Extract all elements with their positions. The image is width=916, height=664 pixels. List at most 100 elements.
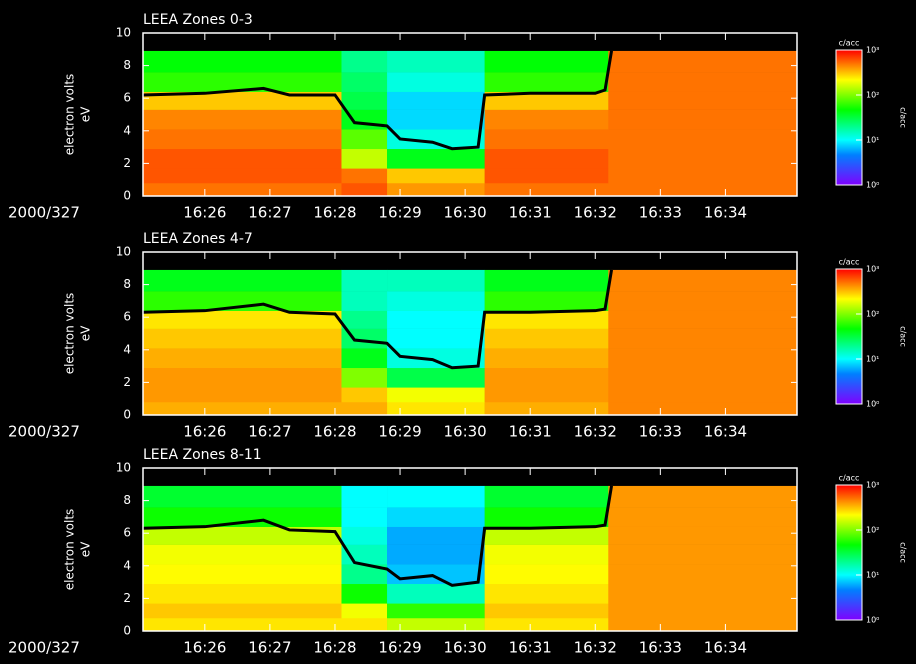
heatmap-cell [387, 617, 485, 632]
heatmap-cell [341, 507, 388, 527]
x-tick-label: 16:26 [183, 204, 226, 222]
x-tick-label: 16:34 [704, 639, 747, 657]
heatmap-cell [341, 603, 388, 619]
energy-line [142, 269, 614, 370]
y-tick-label: 6 [123, 91, 131, 105]
heatmap-cell [484, 91, 609, 110]
plot-frame [142, 251, 798, 416]
x-tick-label: 16:33 [639, 423, 682, 441]
heatmap-cell [143, 544, 342, 565]
heatmap-cell [143, 269, 342, 292]
heatmap-cell [341, 485, 388, 508]
heatmap-cell [341, 367, 388, 388]
heatmap-cell [608, 485, 798, 508]
date-label: 2000/327 [8, 423, 80, 441]
heatmap-cell [341, 310, 388, 329]
x-tick-label: 16:32 [574, 204, 617, 222]
heatmap-cell [608, 617, 798, 632]
x-tick-label: 16:27 [248, 204, 291, 222]
colorbar-tick-label: 10² [866, 310, 879, 319]
y-axis-unit: eV [79, 541, 93, 557]
heatmap-cell [341, 129, 388, 150]
heatmap-cell [387, 544, 485, 565]
heatmap-cell [484, 526, 609, 545]
heatmap-cell [608, 526, 798, 545]
heatmap-cell [143, 401, 342, 416]
y-tick-label: 6 [123, 526, 131, 540]
heatmap-cell [143, 617, 342, 632]
heatmap-cell [484, 583, 609, 604]
heatmap-cell [143, 129, 342, 150]
heatmap-cell [484, 129, 609, 150]
heatmap-cell [341, 91, 388, 110]
heatmap-cell [341, 387, 388, 403]
colorbar-tick-label: 10³ [866, 46, 879, 55]
y-tick-label: 2 [123, 591, 131, 605]
heatmap-cell [143, 367, 342, 388]
date-label: 2000/327 [8, 204, 80, 222]
heatmap-cell [387, 367, 485, 388]
x-tick-label: 16:26 [183, 423, 226, 441]
y-tick-label: 4 [123, 123, 131, 137]
heatmap-cell [608, 387, 798, 403]
y-tick-label: 4 [123, 342, 131, 356]
heatmap-cell [608, 72, 798, 92]
colorbar-tick-label: 10⁰ [866, 181, 879, 190]
heatmap-cell [484, 367, 609, 388]
heatmap-cell [484, 109, 609, 130]
heatmap-cell [387, 72, 485, 92]
heatmap-cell [608, 367, 798, 388]
heatmap-cell [484, 182, 609, 197]
colorbar-tick-label: 10³ [866, 265, 879, 274]
y-axis-label: electron volts [63, 509, 77, 591]
x-tick-label: 16:31 [509, 639, 552, 657]
heatmap-cell [341, 50, 388, 73]
heatmap-cell [484, 168, 609, 184]
heatmap-cell [387, 485, 485, 508]
y-axis-unit: eV [79, 106, 93, 122]
x-tick-label: 16:27 [248, 639, 291, 657]
colorbar-tick-label: 10¹ [866, 355, 879, 364]
heatmap-cell [387, 603, 485, 619]
colorbar-label: c/acc [839, 39, 860, 48]
colorbar-label: c/acc [839, 258, 860, 267]
heatmap-cell [341, 148, 388, 169]
heatmap-cell [608, 564, 798, 585]
heatmap-cell [143, 50, 342, 73]
heatmap-cell [608, 182, 798, 197]
heatmap-cell [387, 291, 485, 311]
heatmap-cell [484, 603, 609, 619]
heatmap-cell [143, 507, 342, 527]
heatmap-cell [341, 168, 388, 184]
colorbar-tick-label: 10¹ [866, 136, 879, 145]
y-tick-label: 8 [123, 58, 131, 72]
x-tick-label: 16:29 [378, 423, 421, 441]
colorbar [835, 49, 863, 186]
heatmap-cell [484, 269, 609, 292]
x-tick-label: 16:28 [313, 204, 356, 222]
heatmap-cell [484, 617, 609, 632]
heatmap-cell [387, 269, 485, 292]
heatmap-cell [484, 485, 609, 508]
heatmap-cell [143, 291, 342, 311]
heatmap-cell [341, 182, 388, 197]
heatmap-cell [608, 109, 798, 130]
heatmap-cell [341, 564, 388, 585]
heatmap-cell [608, 168, 798, 184]
colorbar-label: c/acc [839, 474, 860, 483]
x-tick-label: 16:33 [639, 204, 682, 222]
heatmap-cell [608, 603, 798, 619]
heatmap-cell [341, 617, 388, 632]
y-tick-label: 6 [123, 310, 131, 324]
heatmap-cell [387, 387, 485, 403]
heatmap-cell [608, 148, 798, 169]
y-tick-label: 4 [123, 558, 131, 572]
heatmap-cell [387, 148, 485, 169]
heatmap-cell [484, 72, 609, 92]
x-tick-label: 16:29 [378, 639, 421, 657]
heatmap-cell [608, 401, 798, 416]
heatmap-cell [387, 328, 485, 349]
heatmap-cell [484, 507, 609, 527]
heatmap-cell [387, 583, 485, 604]
